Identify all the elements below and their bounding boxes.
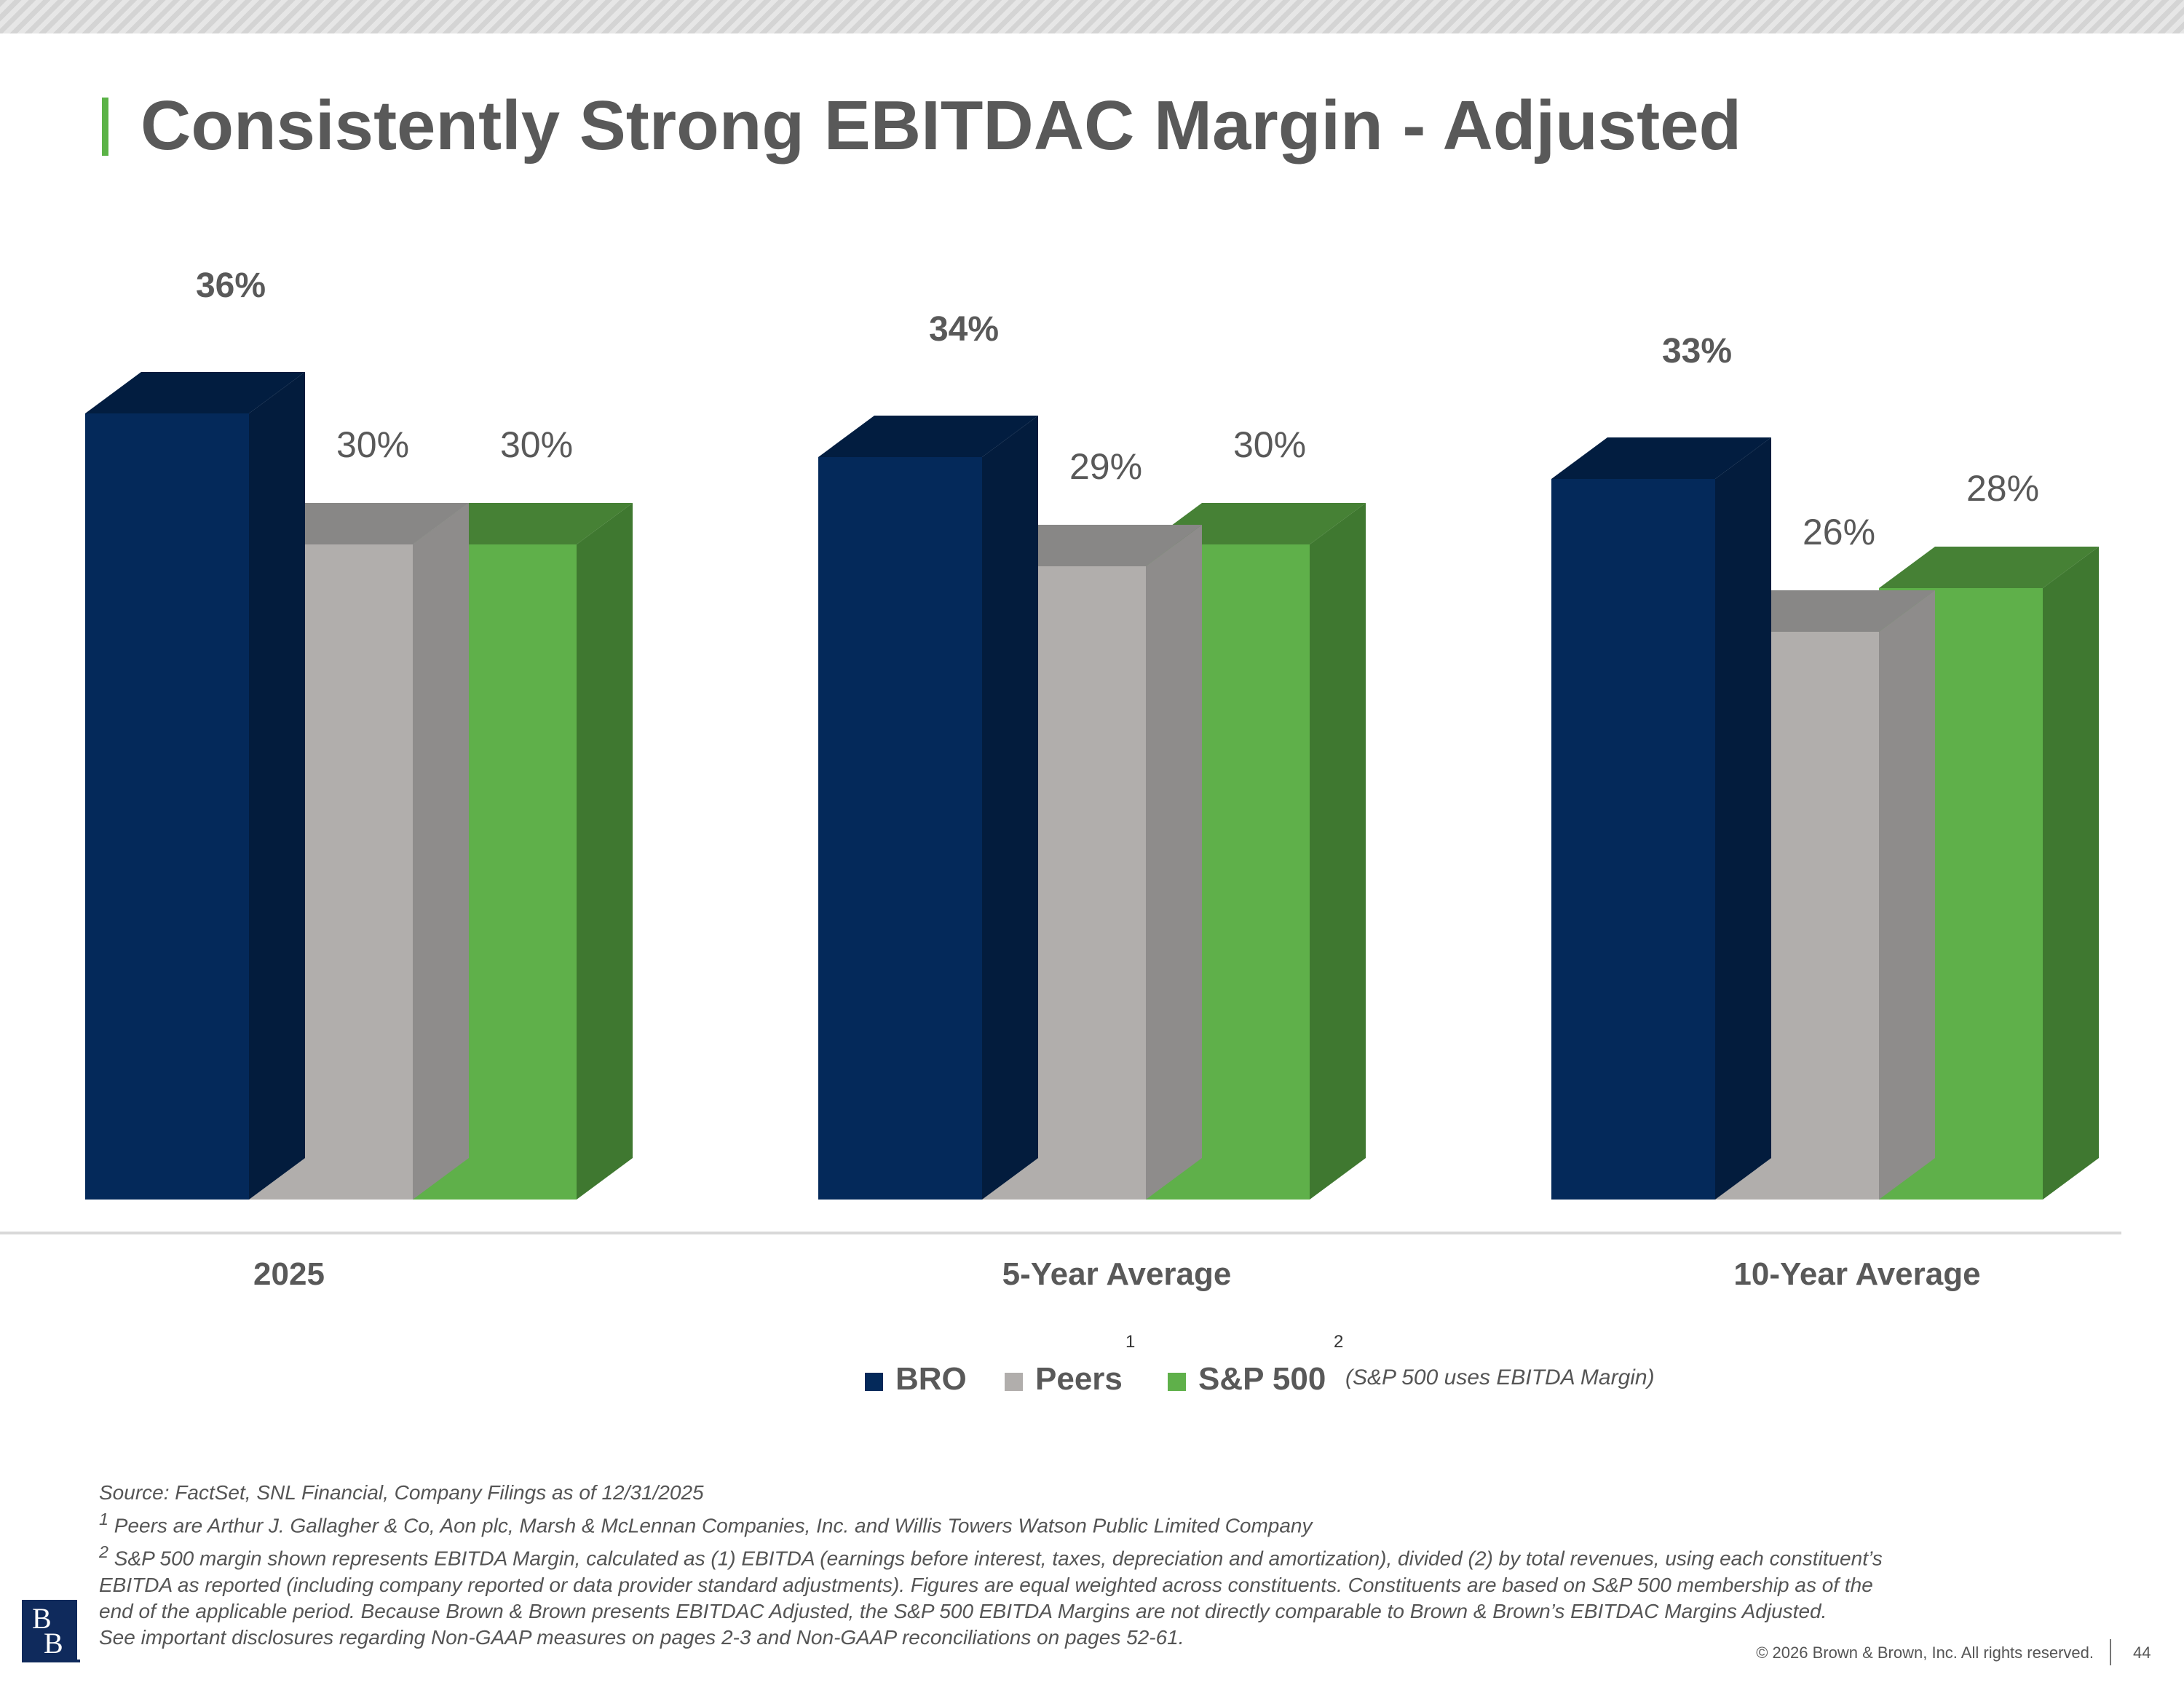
top-decorative-band — [0, 0, 2184, 33]
chart-legend: BRO Peers 1 S&P 500 2 (S&P 500 uses EBIT… — [865, 1332, 1738, 1412]
footnote-1-marker: 1 — [99, 1510, 108, 1529]
labels-layer: 30% 30% 36% 2025 30% 29% 34% 5-Year Average 28% 2… — [196, 266, 2039, 1292]
value-label-sp500-1: 30% — [1233, 424, 1306, 465]
bar-side — [1715, 437, 1771, 1200]
bar-bro-0 — [85, 372, 305, 1200]
bar-bro-2 — [1551, 437, 1771, 1200]
copyright-text: © 2026 Brown & Brown, Inc. All rights re… — [1756, 1644, 2094, 1662]
bar-side — [1146, 525, 1202, 1200]
legend-sup-peers: 1 — [1125, 1332, 1136, 1352]
value-label-sp500-0: 30% — [500, 424, 573, 465]
legend-label-peers: Peers — [1035, 1361, 1123, 1397]
margin-bar-chart: 30% 30% 36% 2025 30% 29% 34% 5-Year Average 28% 2… — [0, 266, 2121, 1292]
footnote-2-line-2: EBITDA as reported (including company re… — [99, 1573, 1873, 1596]
legend-swatch-sp500 — [1168, 1373, 1186, 1391]
footnote-1: 1 Peers are Arthur J. Gallagher & Co, Ao… — [99, 1506, 2079, 1539]
logo-mark-dot — [77, 1660, 80, 1662]
legend-swatch-peers — [1005, 1373, 1023, 1391]
legend-label-sp500: S&P 500 — [1198, 1361, 1326, 1397]
bar-top — [818, 416, 1038, 457]
footnote-1-text: Peers are Arthur J. Gallagher & Co, Aon … — [114, 1514, 1313, 1537]
bar-side — [1310, 503, 1366, 1200]
title-accent-bar — [102, 98, 108, 156]
legend-sup-sp500: 2 — [1334, 1332, 1344, 1352]
footnote-disclosure: See important disclosures regarding Non-… — [99, 1625, 1184, 1649]
category-label-2: 10-Year Average — [1733, 1256, 1980, 1292]
footnote-2-line-1: 2 S&P 500 margin shown represents EBITDA… — [99, 1539, 2079, 1571]
bar-front — [818, 457, 982, 1200]
brown-and-brown-logo: B B — [22, 1600, 77, 1662]
bar-bro-1 — [818, 416, 1038, 1200]
footnote-2-line-3: end of the applicable period. Because Br… — [99, 1599, 1827, 1622]
value-label-sp500-2: 28% — [1966, 468, 2039, 509]
bar-front — [85, 413, 249, 1200]
bar-side — [249, 372, 305, 1200]
bar-front — [1551, 479, 1715, 1200]
category-label-0: 2025 — [253, 1256, 325, 1292]
value-label-peers-0: 30% — [336, 424, 409, 465]
bar-side — [982, 416, 1038, 1200]
value-label-bro-2: 33% — [1662, 332, 1732, 370]
category-label-1: 5-Year Average — [1002, 1256, 1232, 1292]
footnote-source: Source: FactSet, SNL Financial, Company … — [99, 1481, 704, 1504]
footnotes: Source: FactSet, SNL Financial, Company … — [99, 1480, 2079, 1651]
bar-side — [577, 503, 633, 1200]
bar-top — [1879, 547, 2099, 588]
value-label-peers-1: 29% — [1069, 446, 1142, 487]
footnote-2-marker: 2 — [99, 1542, 108, 1562]
bar-side — [413, 503, 469, 1200]
page-title: Consistently Strong EBITDAC Margin - Adj… — [141, 87, 1742, 164]
value-label-peers-2: 26% — [1803, 512, 1875, 552]
bar-side — [1879, 590, 1935, 1200]
logo-letter-1: B — [32, 1602, 52, 1635]
bar-top — [1551, 437, 1771, 479]
bars-layer — [85, 372, 2099, 1200]
bar-top — [85, 372, 305, 413]
bar-side — [2043, 547, 2099, 1200]
value-label-bro-1: 34% — [929, 310, 999, 349]
logo-letter-2: B — [44, 1627, 63, 1660]
page-number: 44 — [2133, 1644, 2151, 1662]
page-number-separator — [2110, 1639, 2111, 1665]
value-label-bro-0: 36% — [196, 266, 266, 305]
legend-label-bro: BRO — [895, 1361, 967, 1397]
footnote-2-text-1: S&P 500 margin shown represents EBITDA M… — [114, 1547, 1883, 1570]
legend-note: (S&P 500 uses EBITDA Margin) — [1345, 1365, 1655, 1389]
legend-swatch-bro — [865, 1373, 883, 1391]
